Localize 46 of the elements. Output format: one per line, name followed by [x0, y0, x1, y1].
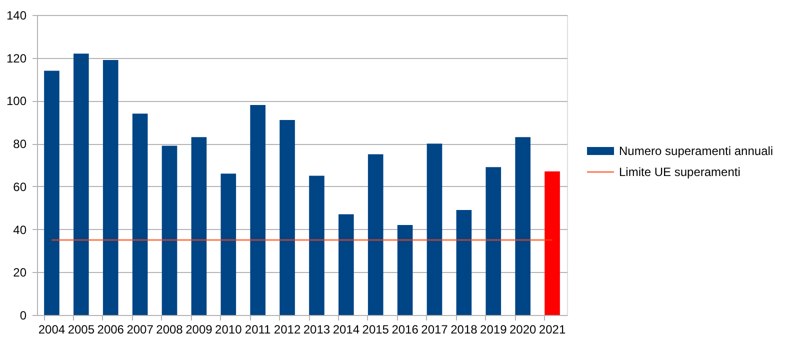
x-tick-label: 2009 [186, 322, 213, 336]
bar [220, 174, 236, 315]
x-tick-label: 2020 [509, 322, 537, 336]
bar [397, 225, 413, 315]
x-tick-label: 2021 [538, 322, 566, 336]
bar [102, 60, 118, 315]
x-tick-label: 2011 [244, 322, 272, 336]
y-tick-label: 60 [13, 180, 27, 194]
bar [426, 144, 442, 315]
bar [162, 146, 178, 315]
bar [250, 105, 266, 315]
y-tick-label: 80 [13, 137, 27, 152]
y-tick-label: 0 [20, 308, 27, 322]
bar [309, 176, 324, 315]
x-tick-label: 2007 [126, 322, 154, 336]
y-tick-label: 120 [6, 51, 27, 66]
y-tick-label: 20 [13, 266, 27, 280]
bar [44, 70, 60, 315]
x-tick-label: 2014 [332, 322, 360, 336]
y-tick-label: 40 [13, 222, 27, 237]
x-tick-label: 2016 [392, 322, 419, 336]
x-tick-label: 2008 [156, 322, 184, 336]
bar [368, 154, 384, 315]
bar [515, 137, 530, 315]
x-tick-label: 2006 [97, 322, 124, 336]
x-tick-label: 2013 [303, 322, 330, 336]
bar [132, 114, 148, 315]
bar [280, 120, 295, 315]
bar [456, 210, 472, 315]
bar [486, 167, 502, 315]
bar [74, 54, 89, 315]
x-tick-label: 2018 [450, 322, 478, 336]
x-tick-label: 2005 [68, 322, 95, 336]
x-tick-label: 2017 [421, 322, 448, 336]
y-tick-label: 140 [6, 8, 27, 22]
x-tick-label: 2015 [362, 322, 390, 336]
x-tick-label: 2012 [274, 322, 301, 336]
legend-label: Numero superamenti annuali [619, 144, 774, 158]
legend-label: Limite UE superamenti [619, 165, 740, 179]
bar [544, 171, 560, 315]
bar [191, 137, 207, 315]
x-tick-label: 2004 [38, 322, 66, 336]
x-tick-label: 2019 [480, 322, 508, 336]
bar [338, 214, 354, 315]
x-tick-label: 2010 [215, 322, 242, 336]
y-tick-label: 100 [6, 94, 27, 108]
